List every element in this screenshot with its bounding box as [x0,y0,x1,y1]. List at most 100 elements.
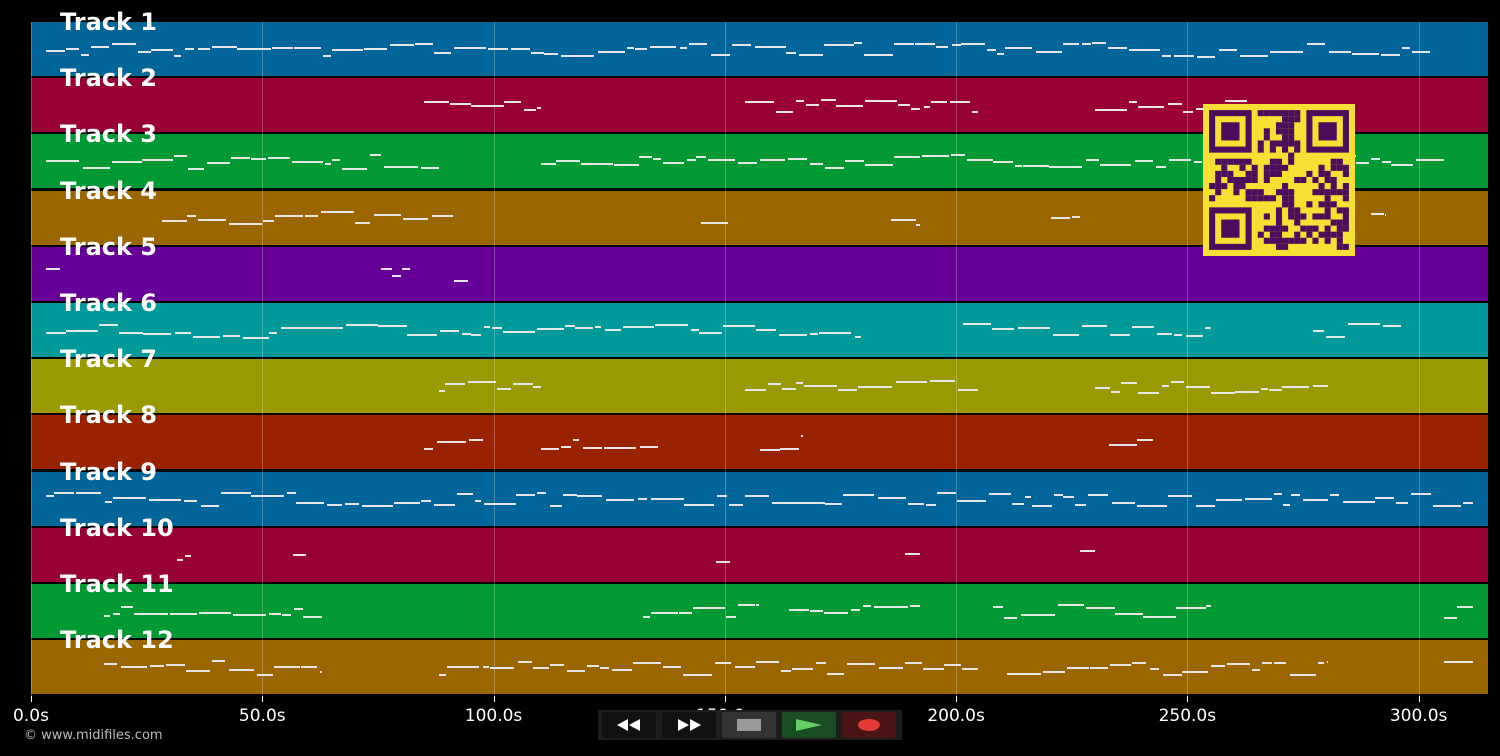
play-button[interactable] [782,712,836,738]
note [446,665,479,668]
tick-label: 50.0s [238,706,286,726]
transport-controls [598,710,902,740]
note [711,54,730,57]
note [326,503,343,506]
note [1444,661,1473,663]
track-lane[interactable] [31,584,1488,638]
stop-button[interactable] [722,712,776,738]
track-lane[interactable] [31,415,1488,470]
note [292,161,317,164]
note [120,605,133,608]
note [950,101,970,104]
note [1062,43,1079,46]
rewind-button[interactable] [602,712,656,738]
fast-forward-button[interactable] [662,712,716,738]
note [380,267,392,270]
note [310,666,318,669]
note [843,494,875,497]
note [438,390,446,393]
note [515,493,535,496]
note [1017,327,1040,330]
note [345,502,359,505]
note [532,667,550,670]
note [211,45,237,48]
track-label: Track 1 [60,8,158,36]
note [1347,323,1380,326]
track-label: Track 5 [60,232,158,261]
note [1235,390,1259,393]
track-label: Track 10 [60,513,174,542]
tick-mark [493,696,495,702]
note [165,664,186,667]
note [1239,54,1268,57]
note [597,50,625,53]
note [142,159,173,162]
note [956,499,987,502]
note [642,615,650,618]
note [440,330,460,333]
note [796,382,803,385]
track-lane[interactable] [31,527,1488,582]
note [1115,613,1143,616]
note [488,48,509,51]
note [513,383,533,386]
note [638,498,647,501]
note [468,380,496,383]
track-lane[interactable] [31,640,1488,695]
note [317,161,324,164]
note [1290,494,1300,497]
grid-line [493,22,495,696]
note [825,166,845,169]
note [537,106,541,109]
note [586,664,600,667]
note [133,613,168,616]
note [1261,662,1273,665]
note [826,672,845,675]
grid-line [262,22,264,696]
note [772,501,797,504]
note [604,328,621,331]
note [755,604,760,607]
note [809,333,819,336]
track-lane[interactable] [31,22,1488,76]
note [549,504,563,507]
note [1325,336,1345,339]
note [1138,391,1159,394]
note [1007,673,1041,676]
note [779,334,807,337]
note [577,495,603,498]
note [1384,214,1386,217]
note [274,215,304,218]
note [536,327,565,330]
track-label: Track 12 [60,626,174,655]
note [1143,615,1177,618]
note [1012,503,1024,506]
record-button[interactable] [842,712,896,738]
note [511,48,531,51]
note [188,168,204,171]
track-lane[interactable] [31,359,1488,414]
note [1206,604,1212,607]
note [1091,42,1107,45]
note [199,611,232,614]
note [805,103,819,106]
note [384,166,419,169]
note [1383,325,1401,328]
note [639,446,658,449]
note [715,560,731,563]
note [1391,164,1413,167]
note [251,495,284,498]
note [1155,165,1167,168]
note [650,612,679,615]
note [991,327,1015,330]
note [894,42,914,45]
note [768,382,781,385]
note [635,47,648,50]
note [1005,46,1033,49]
note [567,670,586,673]
note [503,330,535,333]
note [561,54,595,57]
note [45,331,66,334]
note [1381,54,1400,57]
note [550,663,564,666]
